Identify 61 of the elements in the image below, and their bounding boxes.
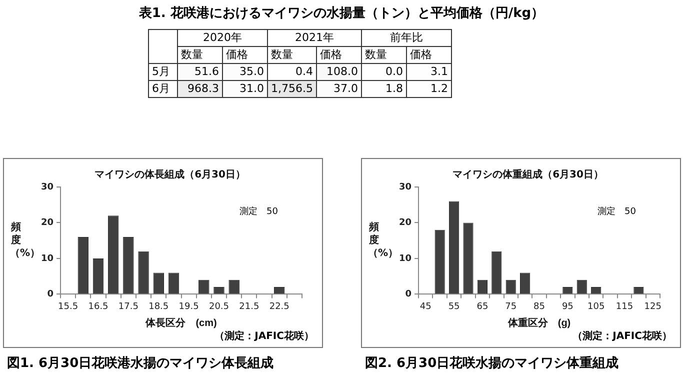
text: 2020年 (178, 30, 268, 46)
x-tick-label: 価格 (406, 46, 452, 64)
x-tick-label: 16.5 (88, 302, 108, 312)
x-tick-label: 数量 (268, 46, 316, 64)
data-label: 0.0 (362, 64, 406, 80)
text: （測定：JAFIC花咲） (214, 329, 314, 343)
x-tick-label: 18.5 (148, 302, 169, 312)
x-tick-label: 65 (476, 302, 488, 312)
x-tick-label: 19.5 (178, 302, 199, 312)
data-label: 51.6 (178, 64, 222, 80)
data-label: 37.0 (316, 80, 362, 98)
y-tick-label: 20 (398, 218, 412, 228)
chart-title: 表1. 花咲港におけるマイワシの水揚量（トン）と平均価格（円/kg） (138, 5, 546, 22)
y-tick-label: 6月 (148, 80, 178, 98)
x-axis-title: 体重区分 (g) (506, 316, 571, 329)
y-tick-label: 30 (40, 182, 54, 192)
y-tick-label: 30 (398, 182, 412, 192)
data-label: 1,756.5 (268, 80, 316, 98)
x-tick-label: 20.5 (208, 302, 230, 312)
data-label: 31.0 (222, 80, 268, 98)
y-tick-label: 0 (405, 290, 412, 300)
x-tick-label: 数量 (178, 46, 222, 64)
y-tick-label: 10 (40, 254, 54, 264)
data-label: 1.2 (406, 80, 452, 98)
data-label: 35.0 (222, 64, 268, 80)
x-tick-label: 75 (505, 302, 517, 312)
x-tick-label: 15.5 (58, 302, 78, 312)
x-tick-label: 115 (616, 302, 634, 312)
x-tick-label: 数量 (362, 46, 406, 64)
x-tick-label: 価格 (316, 46, 362, 64)
x-tick-label: 95 (562, 302, 574, 312)
data-label: 0.4 (268, 64, 316, 80)
y-tick-label: 10 (398, 254, 412, 264)
data-label: 3.1 (406, 64, 452, 80)
text: 前年比 (362, 30, 452, 46)
data-label: 1.8 (362, 80, 406, 98)
x-tick-label: 125 (644, 302, 662, 312)
y-axis-title: 頻度（%） (10, 221, 40, 260)
text: 2021年 (268, 30, 362, 46)
x-tick-label: 45 (420, 302, 432, 312)
x-tick-label: 17.5 (118, 302, 138, 312)
x-tick-label: 価格 (222, 46, 268, 64)
data-label: 108.0 (316, 64, 362, 80)
caption: 図2. 6月30日花咲水揚のマイワシ体重組成 (365, 354, 619, 372)
x-tick-label: 55 (448, 302, 460, 312)
annotation: 測定 50 (240, 206, 278, 218)
chart-title: マイワシの体重組成（6月30日） (452, 168, 604, 181)
y-axis-title: 頻度（%） (368, 221, 398, 260)
x-tick-label: 85 (534, 302, 545, 312)
data-label: 968.3 (178, 80, 222, 98)
text: （測定：JAFIC花咲） (572, 329, 672, 343)
x-tick-label: 22.5 (269, 302, 290, 312)
x-axis-title: 体長区分 (cm) (144, 316, 217, 329)
annotation: 測定 50 (598, 206, 636, 218)
caption: 図1. 6月30日花咲港水揚のマイワシ体長組成 (7, 355, 274, 372)
y-tick-label: 0 (47, 290, 54, 300)
x-tick-label: 105 (587, 302, 605, 312)
chart-title: マイワシの体長組成（6月30日） (94, 168, 246, 181)
y-tick-label: 5月 (148, 64, 178, 80)
x-tick-label: 21.5 (239, 302, 260, 312)
y-tick-label: 20 (40, 218, 54, 228)
